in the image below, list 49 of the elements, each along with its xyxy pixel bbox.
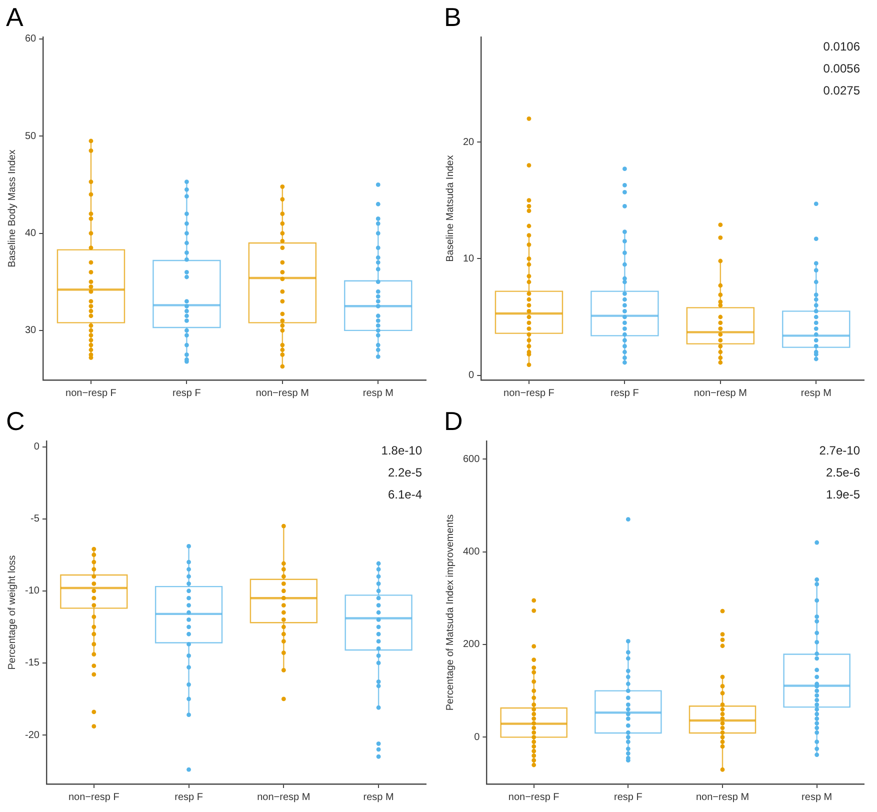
x-tick-label: resp F <box>614 792 642 803</box>
chart-title: C <box>6 406 25 436</box>
chart-title: B <box>444 2 462 32</box>
annotation: 2.5e-6 <box>826 465 860 480</box>
y-tick-label: 60 <box>25 34 37 45</box>
x-tick-label: non−resp M <box>694 388 747 399</box>
x-tick-label: resp M <box>362 388 394 399</box>
x-tick-label: resp M <box>363 792 394 803</box>
y-axis-title: Percentage of weight loss <box>6 555 18 670</box>
y-tick-label: 30 <box>25 325 37 336</box>
x-tick-label: resp M <box>800 388 832 399</box>
y-tick-label: -5 <box>30 514 40 525</box>
x-tick-label: non−resp F <box>504 388 554 399</box>
x-tick-label: resp F <box>172 388 201 399</box>
annotation: 0.0056 <box>823 61 860 76</box>
annotation: 0.0275 <box>823 83 860 98</box>
x-tick-label: non−resp F <box>66 388 116 399</box>
x-tick-label: resp M <box>802 792 832 803</box>
y-tick-label: 400 <box>462 546 480 558</box>
x-tick-label: non−resp M <box>256 388 309 399</box>
y-tick-label: 10 <box>463 253 475 264</box>
y-tick-label: 50 <box>25 130 37 142</box>
y-tick-label: 0 <box>468 370 475 382</box>
x-tick-label: resp F <box>610 388 639 399</box>
annotation: 1.8e-10 <box>381 443 422 458</box>
y-tick-label: 200 <box>462 639 480 650</box>
annotation: 0.0106 <box>823 39 860 54</box>
chart-title: D <box>444 406 463 436</box>
annotation: 2.7e-10 <box>819 443 860 458</box>
x-tick-label: non−resp F <box>68 792 120 803</box>
x-tick-label: non−resp M <box>696 792 750 803</box>
x-tick-label: resp F <box>174 792 203 803</box>
y-axis-title: Baseline Matsuda Index <box>444 155 456 262</box>
annotation: 1.9e-5 <box>826 487 860 502</box>
y-tick-label: 0 <box>34 442 40 453</box>
y-tick-label: 600 <box>462 454 480 465</box>
y-tick-label: 0 <box>474 732 480 743</box>
y-axis-title: Percentage of Matsuda Index improvements <box>444 514 456 711</box>
y-tick-label: -10 <box>25 586 40 597</box>
y-tick-label: 20 <box>463 136 475 148</box>
annotation: 2.2e-5 <box>388 465 422 480</box>
y-tick-label: -20 <box>25 730 40 741</box>
x-tick-label: non−resp M <box>257 792 310 803</box>
annotation: 6.1e-4 <box>388 487 422 502</box>
y-tick-label: -15 <box>25 658 40 669</box>
chart-title: A <box>6 2 24 32</box>
y-tick-label: 40 <box>25 228 37 240</box>
y-axis-title: Baseline Body Mass Index <box>6 150 18 268</box>
x-tick-label: non−resp F <box>508 792 560 803</box>
